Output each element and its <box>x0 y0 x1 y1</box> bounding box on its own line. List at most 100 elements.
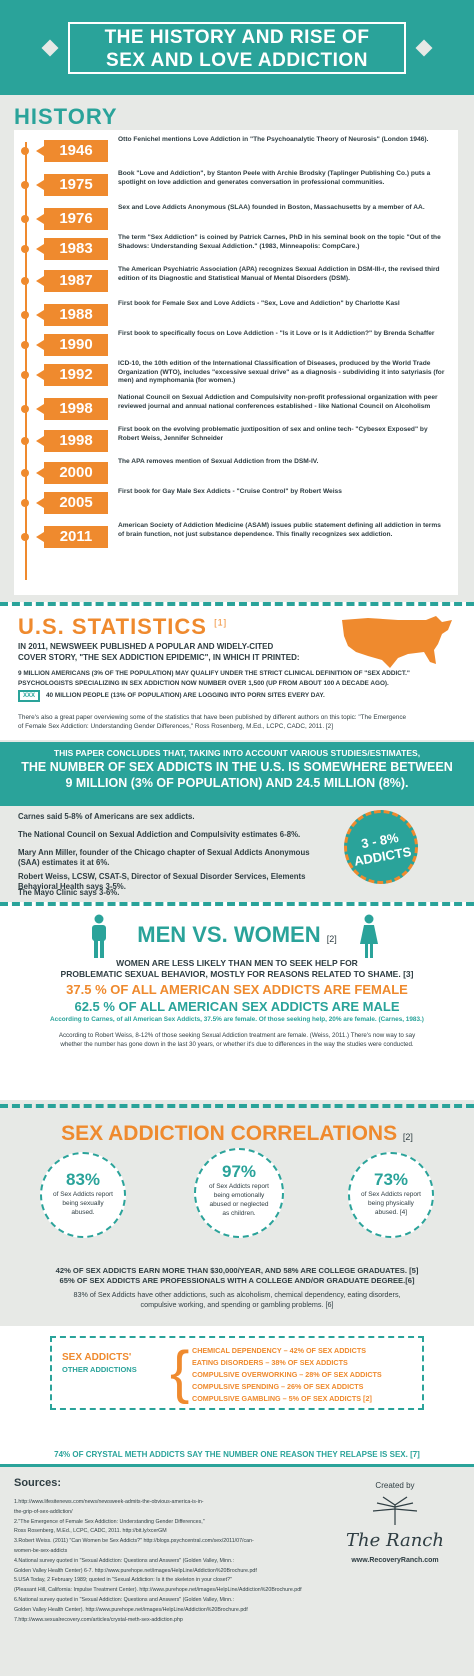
circle-text: of Sex Addicts report being emotionally … <box>209 1183 269 1217</box>
timeline-event: 1983 The term "Sex Addiction" is coined b… <box>21 234 454 266</box>
event-text: The term "Sex Addiction" is coined by Pa… <box>118 234 441 250</box>
timeline-event: 2011 American Society of Addiction Medici… <box>21 522 454 554</box>
source-line[interactable]: 2."The Emergence of Female Sex Addiction… <box>14 1518 205 1525</box>
professional-line: 65% OF SEX ADDICTS ARE PROFESSIONALS WIT… <box>59 1276 415 1285</box>
ranch-url[interactable]: www.RecoveryRanch.com <box>351 1557 439 1564</box>
ranch-logo-text: The Ranch <box>346 1530 444 1551</box>
sources-section: Sources: 1.http://www.lifesitenews.com/n… <box>0 1464 474 1676</box>
timeline-dot <box>21 147 29 155</box>
year-badge: 1987 <box>36 270 108 292</box>
estimate-mayo: The Mayo Clinic says 3-6%. <box>18 888 120 897</box>
estimate-ncsac: The National Council on Sexual Addiction… <box>18 830 301 839</box>
history-heading: HISTORY <box>14 104 118 129</box>
stats-intro-2: COVER STORY, "THE SEX ADDICTION EPIDEMIC… <box>18 653 300 662</box>
timeline-dot <box>21 371 29 379</box>
timeline-event: 1998 First book on the evolving problemat… <box>21 426 454 458</box>
timeline-dot <box>21 311 29 319</box>
stats-note-1: There's also a great paper overviewing s… <box>18 714 407 721</box>
source-line[interactable]: women-be-sex-addicts <box>14 1548 68 1554</box>
conclusion-line-3: 9 MILLION (3% OF POPULATION) AND 24.5 MI… <box>65 776 409 790</box>
addiction-item: CHEMICAL DEPENDENCY – 42% OF SEX ADDICTS <box>192 1346 366 1355</box>
source-line[interactable]: Golden Valley Health Center). http://www… <box>14 1606 248 1613</box>
stat-circle-sexual-abuse: 83% of Sex Addicts report being sexually… <box>40 1152 126 1238</box>
source-line[interactable]: 1.http://www.lifesitenews.com/news/newsw… <box>14 1499 204 1505</box>
addiction-item: EATING DISORDERS – 38% OF SEX ADDICTS <box>192 1358 348 1367</box>
timeline-dot <box>21 405 29 413</box>
weiss-note-1: According to Robert Weiss, 8-12% of thos… <box>58 1032 416 1039</box>
source-line[interactable]: 3.Robert Weiss. (2011) "Can Women be Sex… <box>14 1538 254 1545</box>
estimate-miller-1: Mary Ann Miller, founder of the Chicago … <box>18 848 310 857</box>
year-badge: 1998 <box>36 398 108 420</box>
source-line[interactable]: (Pleasant Hill, California: Impulse Trea… <box>14 1587 302 1594</box>
conclusion-banner: THIS PAPER CONCLUDES THAT, TAKING INTO A… <box>0 742 474 806</box>
timeline-dot <box>21 245 29 253</box>
timeline-dot <box>21 181 29 189</box>
event-text: American Society of Addiction Medicine (… <box>118 522 441 538</box>
header-banner: THE HISTORY AND RISE OF SEX AND LOVE ADD… <box>0 0 474 95</box>
title-line-1: THE HISTORY AND RISE OF <box>104 27 370 48</box>
stats-heading: U.S. STATISTICS [1] <box>18 614 228 639</box>
weiss-note-2: whether the number has gone down in the … <box>60 1041 414 1048</box>
male-percent-line: 62.5 % OF ALL AMERICAN SEX ADDICTS ARE M… <box>74 999 400 1014</box>
timeline-event: 1990 First book to specifically focus on … <box>21 330 454 362</box>
source-line[interactable]: Ross Rosenberg, M.Ed., LCPC, CADC, 2011.… <box>14 1528 167 1535</box>
source-line[interactable]: 5.USA Today, 2 February 1989; quoted in … <box>14 1577 232 1584</box>
women-line-1: WOMEN ARE LESS LIKELY THAN MEN TO SEEK H… <box>116 958 358 968</box>
crystal-meth-line: 74% OF CRYSTAL METH ADDICTS SAY THE NUMB… <box>54 1450 420 1459</box>
other-addictions-line-2: compulsive working, and spending or gamb… <box>140 1300 334 1309</box>
stats-point-2: PSYCHOLOGISTS SPECIALIZING IN SEX ADDICT… <box>18 680 389 687</box>
stats-point-1: 9 MILLION AMERICANS (3% OF THE POPULATIO… <box>18 670 410 677</box>
stat-circle-physical-abuse: 73% of Sex Addicts report being physical… <box>348 1152 434 1238</box>
year-badge: 1946 <box>36 140 108 162</box>
timeline-event: 2005 First book for Gay Male Sex Addicts … <box>21 488 454 520</box>
other-addictions-line-1: 83% of Sex Addicts have other addictions… <box>73 1290 401 1299</box>
sources-heading: Sources: <box>14 1477 62 1489</box>
event-text: First book for Gay Male Sex Addicts - "C… <box>118 488 342 495</box>
stat-circle-emotional-abuse: 97% of Sex Addicts report being emotiona… <box>194 1148 284 1238</box>
source-line[interactable]: 4.National survey quoted in "Sexual Addi… <box>14 1557 234 1564</box>
circle-percent: 73% <box>373 1170 409 1189</box>
timeline-event: 1946 Otto Fenichel mentions Love Addictio… <box>21 136 454 168</box>
correlations-heading: SEX ADDICTION CORRELATIONS [2] <box>61 1122 413 1145</box>
estimate-miller-2: (SAA) estimates it at 6%. <box>18 858 110 867</box>
year-badge: 1990 <box>36 334 108 356</box>
timeline-dot <box>21 533 29 541</box>
year-badge: 2005 <box>36 492 108 514</box>
year-badge: 1998 <box>36 430 108 452</box>
event-text: The APA removes mention of Sexual Addict… <box>118 458 319 465</box>
source-line[interactable]: the-grip-of-sex-addiction/ <box>14 1508 73 1515</box>
timeline-event: 1992 ICD-10, the 10th edition of the Inte… <box>21 360 454 392</box>
timeline-event: 2000 The APA removes mention of Sexual Ad… <box>21 458 454 490</box>
conclusion-line-2: THE NUMBER OF SEX ADDICTS IN THE U.S. IS… <box>21 760 453 774</box>
timeline-event: 1976 Sex and Love Addicts Anonymous (SLAA… <box>21 204 454 236</box>
event-text: The American Psychiatric Association (AP… <box>118 266 440 282</box>
source-line[interactable]: Golden Valley Health Center) 6-7. http:/… <box>14 1567 257 1574</box>
estimates-section: Carnes said 5-8% of Americans are sex ad… <box>0 804 474 900</box>
timeline-event: 1975 Book "Love and Addiction", by Stanto… <box>21 170 454 202</box>
xxx-icon: XXX <box>18 690 40 702</box>
timeline-event: 1988 First book for Female Sex and Love A… <box>21 300 454 332</box>
event-text: Otto Fenichel mentions Love Addiction in… <box>118 136 429 143</box>
created-by-label: Created by <box>375 1481 415 1490</box>
ranch-logo-icon <box>372 1496 418 1525</box>
history-timeline: 1946 Otto Fenichel mentions Love Addictio… <box>14 130 458 595</box>
timeline-event: 1998 National Council on Sexual Addiction… <box>21 394 454 426</box>
male-figure-icon <box>92 914 106 958</box>
timeline-line <box>25 142 27 580</box>
year-badge: 1983 <box>36 238 108 260</box>
addiction-item: COMPULSIVE SPENDING – 26% OF SEX ADDICTS <box>192 1382 364 1391</box>
addicts-badge: 3 - 8% ADDICTS <box>338 804 424 890</box>
timeline-dot <box>21 277 29 285</box>
circle-percent: 83% <box>65 1170 101 1189</box>
timeline-dot <box>21 469 29 477</box>
source-line[interactable]: 6.National survey quoted in "Sexual Addi… <box>14 1597 234 1603</box>
event-text: First book to specifically focus on Love… <box>118 330 435 337</box>
event-text: ICD-10, the 10th edition of the Internat… <box>118 360 445 385</box>
stats-intro-1: IN 2011, NEWSWEEK PUBLISHED A POPULAR AN… <box>18 642 274 651</box>
year-badge: 2011 <box>36 526 108 548</box>
year-badge: 1988 <box>36 304 108 326</box>
source-line[interactable]: 7.http://www.sexualrecovery.com/articles… <box>14 1616 183 1623</box>
year-badge: 1992 <box>36 364 108 386</box>
circle-percent: 97% <box>221 1162 257 1181</box>
circle-text: of Sex Addicts report being sexually abu… <box>53 1191 113 1216</box>
